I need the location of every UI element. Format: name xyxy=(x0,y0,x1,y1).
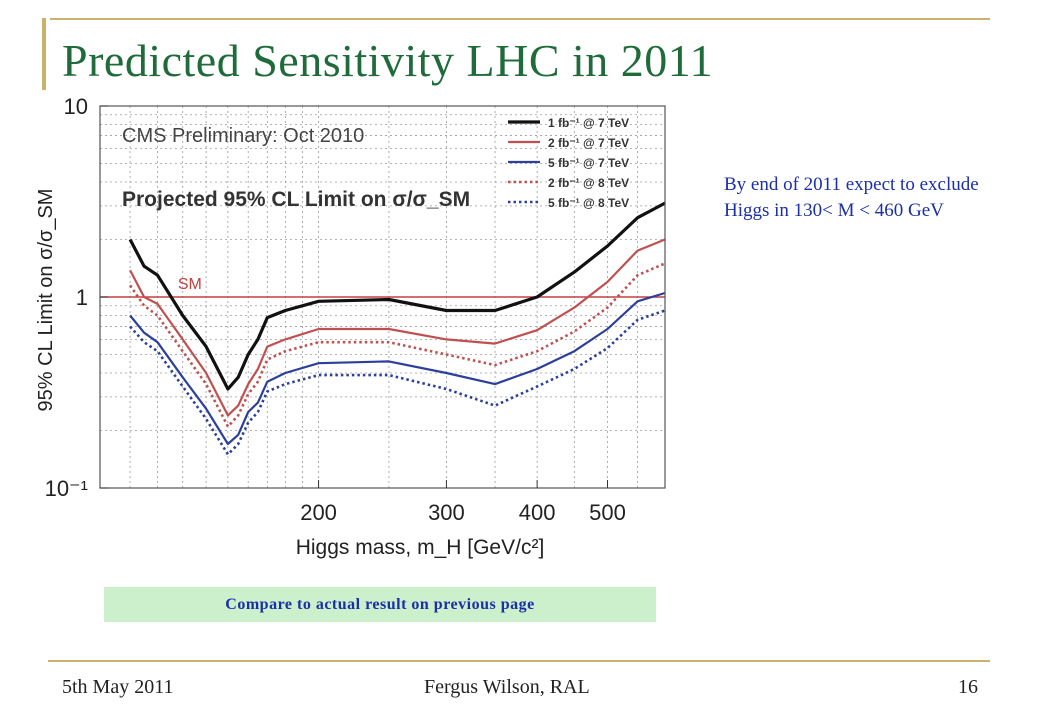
series-line-2 xyxy=(129,238,666,417)
sm-reference-label: SM xyxy=(178,276,202,293)
compare-banner: Compare to actual result on previous pag… xyxy=(104,587,656,622)
annotation-note: By end of 2011 expect to exclude Higgs i… xyxy=(724,174,979,221)
legend-label: 1 fb⁻¹ @ 7 TeV xyxy=(548,116,629,130)
series-line-3 xyxy=(129,291,666,446)
footer-page-number: 16 xyxy=(958,676,978,698)
limit-chart: SM 200 300 400 500 10⁻¹ 1 10 CMS Preliminary: … xyxy=(30,90,684,580)
series-layer xyxy=(128,201,666,456)
chart-subtitle: Projected 95% CL Limit on σ/σ_SM xyxy=(122,188,470,211)
axis-layer: 200 300 400 500 10⁻¹ 1 10 xyxy=(45,94,626,525)
reference-layer: SM xyxy=(100,276,665,298)
x-axis-label: Higgs mass, m_H [GeV/c²] xyxy=(296,536,545,559)
top-rule xyxy=(50,18,990,20)
footer-author: Fergus Wilson, RAL xyxy=(424,676,590,698)
x-tick-label: 300 xyxy=(428,500,465,525)
legend-label: 5 fb⁻¹ @ 7 TeV xyxy=(548,156,629,170)
compare-banner-text: Compare to actual result on previous pag… xyxy=(225,595,535,613)
series-line-1 xyxy=(128,201,666,391)
x-tick-label: 200 xyxy=(300,500,337,525)
y-tick-label: 10⁻¹ xyxy=(45,476,88,501)
x-tick-label: 400 xyxy=(519,500,556,525)
y-axis-label: 95% CL Limit on σ/σ_SM xyxy=(35,189,57,412)
slide-title: Predicted Sensitivity LHC in 2011 xyxy=(62,35,714,86)
legend: 1 fb⁻¹ @ 7 TeV 2 fb⁻¹ @ 7 TeV 5 fb⁻¹ @ 7 T… xyxy=(508,116,629,210)
chart-container: SM 200 300 400 500 10⁻¹ 1 10 CMS Preliminary: … xyxy=(30,90,684,580)
top-left-accent xyxy=(42,18,46,90)
legend-label: 2 fb⁻¹ @ 8 TeV xyxy=(548,176,629,190)
footer-date: 5th May 2011 xyxy=(62,676,174,698)
x-tick-label: 500 xyxy=(589,500,626,525)
legend-label: 2 fb⁻¹ @ 7 TeV xyxy=(548,136,629,150)
y-tick-label: 10 xyxy=(64,94,88,119)
y-tick-label: 1 xyxy=(76,285,88,310)
bottom-rule xyxy=(48,660,990,662)
chart-title: CMS Preliminary: Oct 2010 xyxy=(122,125,364,147)
legend-label: 5 fb⁻¹ @ 8 TeV xyxy=(548,196,629,210)
